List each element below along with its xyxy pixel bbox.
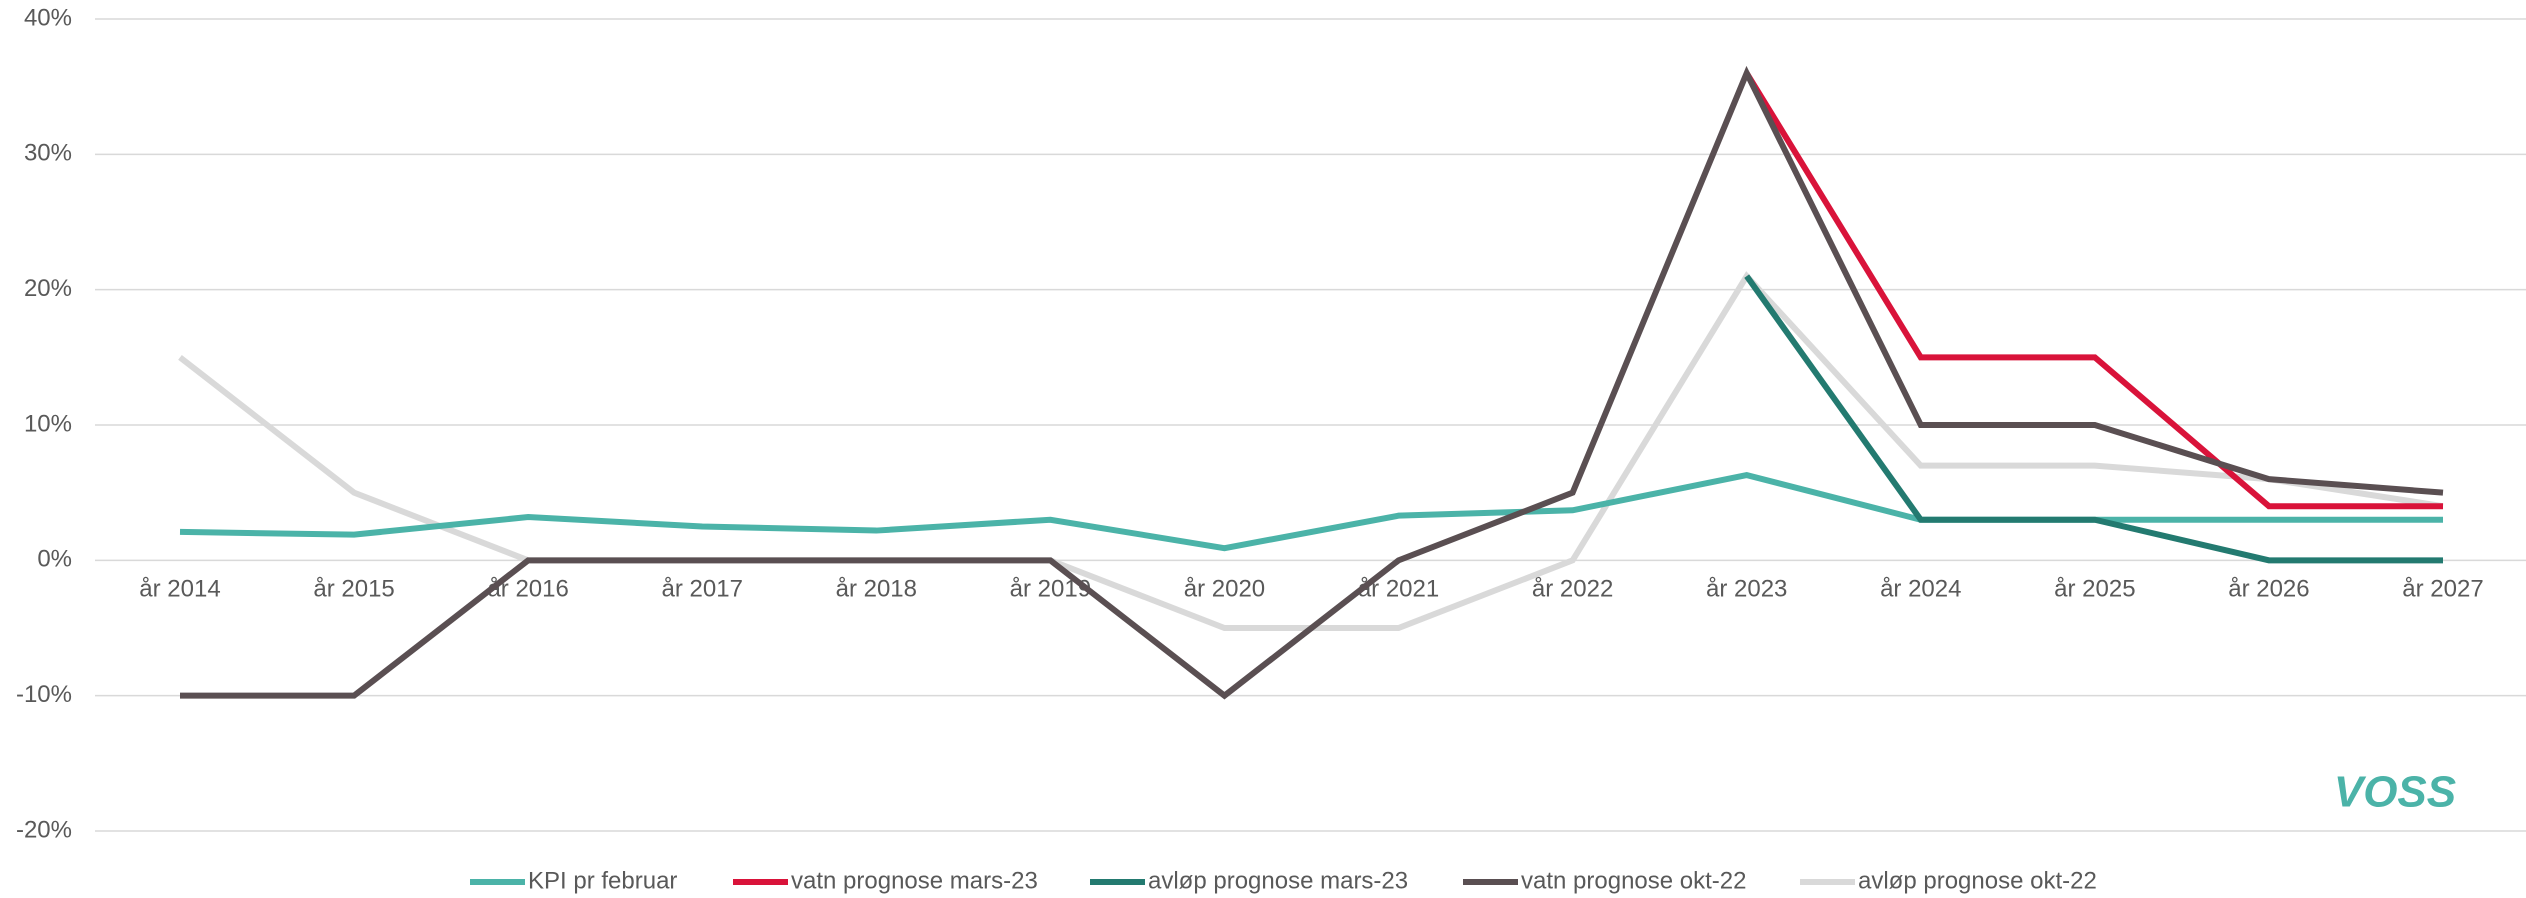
x-tick-label: år 2027	[2402, 575, 2483, 602]
legend-label: vatn prognose mars-23	[791, 867, 1038, 894]
legend-label: KPI pr februar	[528, 867, 677, 894]
legend-label: vatn prognose okt-22	[1521, 867, 1746, 894]
legend-label: avløp prognose okt-22	[1858, 867, 2097, 894]
x-tick-label: år 2020	[1184, 575, 1265, 602]
x-tick-label: år 2022	[1532, 575, 1613, 602]
series-line	[1744, 274, 2443, 564]
x-tick-label: år 2024	[1880, 575, 1961, 602]
y-tick-label: 0%	[37, 546, 72, 573]
x-tick-label: år 2015	[313, 575, 394, 602]
y-tick-label: 10%	[24, 410, 72, 437]
series-line	[1744, 71, 2443, 510]
series-line	[180, 65, 2444, 700]
x-tick-label: år 2023	[1706, 575, 1787, 602]
series-line	[179, 471, 2443, 552]
legend-label: avløp prognose mars-23	[1148, 867, 1408, 894]
x-tick-label: år 2014	[139, 575, 220, 602]
logo: VOSS	[2334, 768, 2456, 817]
y-tick-label: 20%	[24, 275, 72, 302]
y-tick-label: 40%	[24, 4, 72, 31]
x-tick-label: år 2018	[836, 575, 917, 602]
x-tick-label: år 2025	[2054, 575, 2135, 602]
x-tick-label: år 2017	[662, 575, 743, 602]
y-tick-label: 30%	[24, 140, 72, 167]
x-tick-label: år 2026	[2228, 575, 2309, 602]
y-tick-label: -20%	[16, 816, 72, 843]
y-tick-label: -10%	[16, 681, 72, 708]
